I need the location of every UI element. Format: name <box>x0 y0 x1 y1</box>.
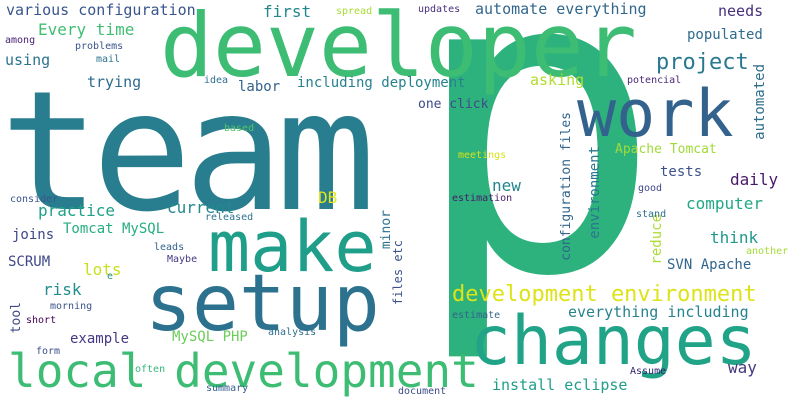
word: among <box>5 35 36 46</box>
word: good <box>638 183 663 194</box>
word: potencial <box>627 75 682 86</box>
word: needs <box>718 2 764 20</box>
word: e <box>107 271 114 282</box>
word: MySQL PHP <box>172 329 248 345</box>
word: everything including <box>568 303 749 321</box>
word: team <box>0 56 376 249</box>
word: current <box>167 198 235 217</box>
word: various configuration <box>6 1 196 19</box>
word: estimation <box>452 193 513 204</box>
word: document <box>398 386 447 397</box>
word: mail <box>96 54 121 65</box>
word: often <box>135 364 166 375</box>
word: meetings <box>458 150 507 161</box>
word: tests <box>660 164 703 180</box>
word: including deployment <box>297 75 466 91</box>
word: analysis <box>268 327 317 338</box>
word: developer <box>160 0 637 97</box>
word: environment <box>587 146 603 239</box>
word: trying <box>87 73 142 91</box>
word: think <box>710 228 759 247</box>
word: files etc <box>391 240 405 306</box>
word: Assume <box>630 366 667 377</box>
word: project <box>656 50 749 75</box>
word: problems <box>75 41 124 52</box>
word: reduce <box>649 214 665 265</box>
word: one click <box>418 97 489 112</box>
word: updates <box>418 4 461 15</box>
word: consider <box>10 194 59 205</box>
word: development environment <box>452 282 757 307</box>
word: morning <box>50 301 93 312</box>
word: summary <box>206 383 249 394</box>
word: stand <box>636 209 667 220</box>
word: tool <box>9 302 24 334</box>
word: short <box>26 315 57 326</box>
word: based <box>224 123 255 134</box>
word: Maybe <box>167 254 198 265</box>
word: SVN Apache <box>667 257 752 273</box>
word: local development <box>8 344 479 398</box>
word: new <box>492 176 521 195</box>
word: SCRUM <box>8 254 51 270</box>
word: p <box>410 0 663 369</box>
word: joins <box>12 227 55 243</box>
word: risk <box>43 280 82 299</box>
word: first <box>263 2 312 21</box>
word: practice <box>38 201 116 220</box>
word: released <box>205 212 254 223</box>
word: example <box>70 331 130 347</box>
word: configuration files <box>559 112 574 261</box>
word: asking <box>530 71 585 89</box>
word: way <box>728 358 757 377</box>
word: computer <box>686 194 764 213</box>
word: idea <box>204 75 229 86</box>
word: using <box>5 51 51 69</box>
word: work <box>577 77 734 152</box>
word: leads <box>154 242 185 253</box>
word: DB <box>318 188 338 207</box>
word: labor <box>238 79 281 95</box>
word: automate everything <box>475 0 647 18</box>
word: estimate <box>452 310 501 321</box>
word: setup <box>145 259 380 349</box>
word: daily <box>730 170 779 189</box>
word: Apache Tomcat <box>615 142 717 157</box>
word: lots <box>83 260 122 279</box>
word: populated <box>687 27 763 43</box>
word: automated <box>752 64 768 140</box>
word: install eclipse <box>492 376 628 394</box>
word: Tomcat MySQL <box>63 221 165 237</box>
word: spread <box>336 6 373 17</box>
word: Every time <box>38 20 135 39</box>
word: changes <box>470 302 757 381</box>
word: form <box>36 346 61 357</box>
word: another <box>746 246 789 257</box>
word: make <box>208 206 377 288</box>
